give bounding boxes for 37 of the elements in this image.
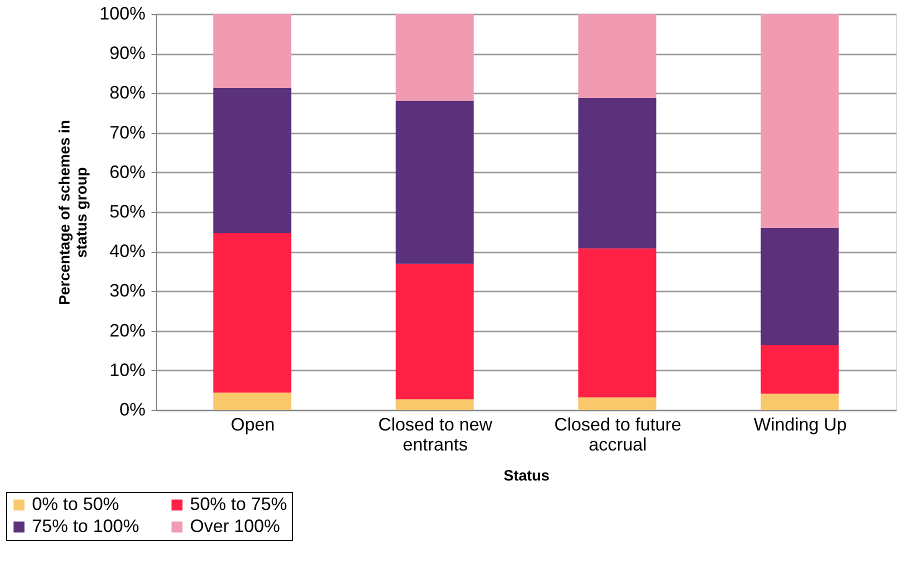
legend-label: 0% to 50% xyxy=(32,494,120,514)
bar xyxy=(213,392,292,410)
x-tick-label: Open xyxy=(230,414,275,434)
y-tick-label: 20% xyxy=(109,320,146,340)
y-tick-label: 70% xyxy=(109,122,146,142)
y-tick-label: 80% xyxy=(109,82,146,103)
legend-label: 75% to 100% xyxy=(32,516,140,536)
bar xyxy=(578,397,656,410)
y-tick-label: 0% xyxy=(119,400,146,420)
bar xyxy=(213,88,292,233)
bar xyxy=(760,228,839,346)
legend-label: Over 100% xyxy=(190,516,280,536)
y-tick-label: 60% xyxy=(109,162,146,182)
bar xyxy=(578,14,656,98)
y-tick-label: 90% xyxy=(109,43,146,64)
bar xyxy=(396,100,474,264)
y-axis-title: Percentage of schemes in status group xyxy=(56,120,90,306)
legend-label: 50% to 75% xyxy=(190,494,288,514)
y-tick-label: 10% xyxy=(109,360,146,380)
y-tick-label: 50% xyxy=(109,202,146,222)
y-tick-label: 100% xyxy=(99,4,146,24)
y-tick-label: 40% xyxy=(109,241,146,262)
bar xyxy=(760,345,839,394)
x-tick-label: Closed to new entrants xyxy=(378,414,494,454)
x-axis-title: Status xyxy=(504,468,550,484)
bar xyxy=(760,14,839,228)
bar xyxy=(578,98,656,248)
bar xyxy=(760,394,839,410)
x-tick-label: Closed to future accrual xyxy=(554,414,682,454)
bar xyxy=(213,14,292,88)
bar xyxy=(396,399,474,410)
y-tick-label: 30% xyxy=(109,280,146,301)
bar xyxy=(213,232,292,393)
bar xyxy=(396,14,474,101)
bar xyxy=(396,264,474,400)
x-tick-label: Winding Up xyxy=(754,414,847,434)
bar xyxy=(578,248,656,398)
